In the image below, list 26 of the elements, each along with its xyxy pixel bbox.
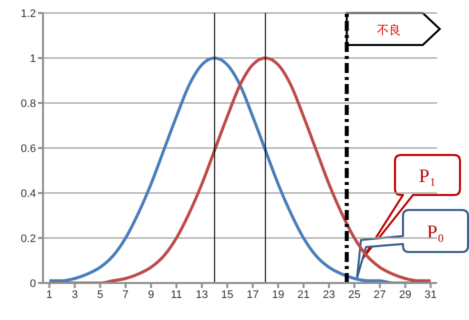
ref-line-label: 不良 [376, 23, 401, 37]
x-tick-label: 23 [322, 288, 336, 301]
x-tick-label: 25 [348, 288, 361, 301]
x-tick-label: 21 [297, 288, 310, 301]
y-tick-label: 0 [30, 278, 36, 290]
x-tick-label: 29 [399, 288, 412, 301]
x-tick-label: 17 [246, 288, 259, 301]
y-tick-label: 1.2 [20, 8, 36, 20]
x-tick-label: 7 [122, 288, 129, 301]
x-tick-label: 19 [272, 288, 284, 301]
y-tick-label: 0.2 [20, 232, 36, 245]
x-tick-label: 15 [221, 288, 234, 301]
x-tick-label: 1 [46, 288, 52, 301]
annotation: P₁ [418, 166, 436, 187]
x-tick-label: 27 [374, 288, 386, 301]
x-tick-label: 9 [148, 288, 154, 301]
x-tick-label: 31 [424, 288, 437, 301]
x-tick-label: 13 [196, 288, 208, 301]
y-tick-label: 0.8 [20, 98, 36, 110]
y-tick-label: 0.6 [20, 142, 36, 155]
x-tick-label: 5 [97, 288, 104, 301]
annotation: P₀ [426, 222, 444, 243]
y-tick-label: 1 [30, 52, 36, 65]
x-tick-label: 3 [72, 288, 78, 301]
y-tick-label: 0.4 [20, 188, 36, 200]
x-tick-label: 11 [170, 288, 182, 301]
